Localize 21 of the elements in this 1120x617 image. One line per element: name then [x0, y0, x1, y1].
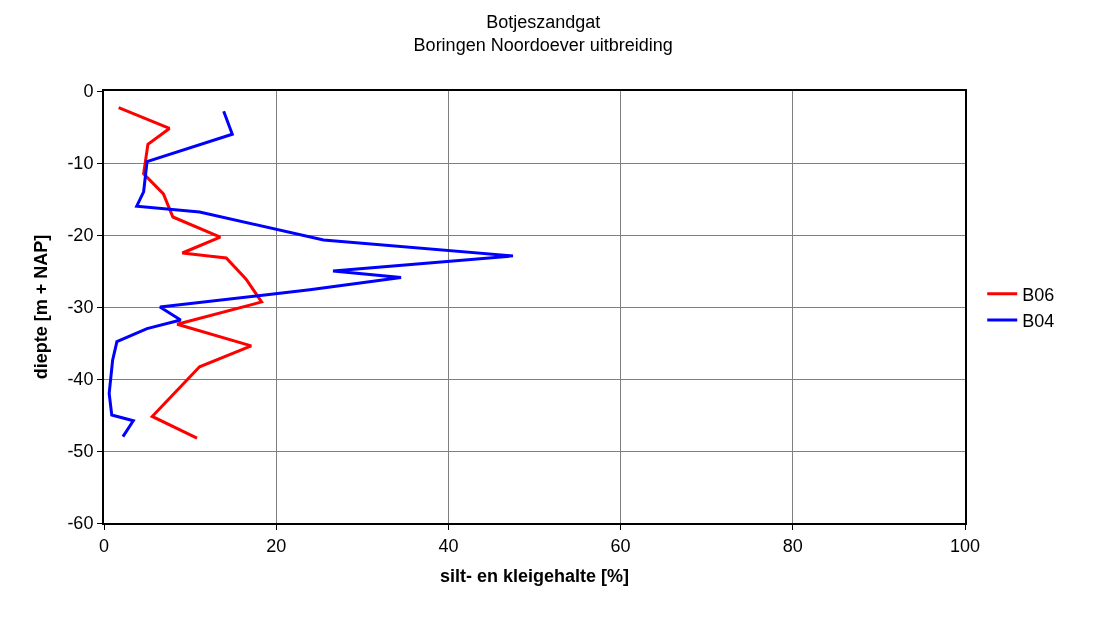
x-tick-label: 40: [438, 535, 459, 556]
legend-label: B04: [1022, 311, 1055, 332]
legend-label: B06: [1022, 284, 1055, 305]
line-series: [117, 106, 264, 440]
y-tick-label: -40: [67, 369, 94, 390]
x-tick-label: 0: [98, 535, 110, 556]
chart-subtitle: Boringen Noordoever uitbreiding: [413, 35, 673, 56]
y-axis-title: diepte [m + NAP]: [31, 234, 52, 380]
y-tick-label: -20: [67, 225, 94, 246]
line-series: [107, 109, 515, 439]
x-tick-label: 100: [949, 535, 981, 556]
x-tick-label: 20: [266, 535, 287, 556]
y-tick-label: 0: [83, 81, 94, 102]
x-axis-title: silt- en kleigehalte [%]: [439, 566, 630, 587]
y-tick-label: -30: [67, 297, 94, 318]
chart-title: Botjeszandgat: [486, 11, 601, 32]
y-tick-label: -60: [67, 513, 94, 534]
x-tick-label: 80: [782, 535, 803, 556]
x-tick-label: 60: [610, 535, 631, 556]
y-tick-label: -10: [67, 153, 94, 174]
y-tick-label: -50: [67, 441, 94, 462]
